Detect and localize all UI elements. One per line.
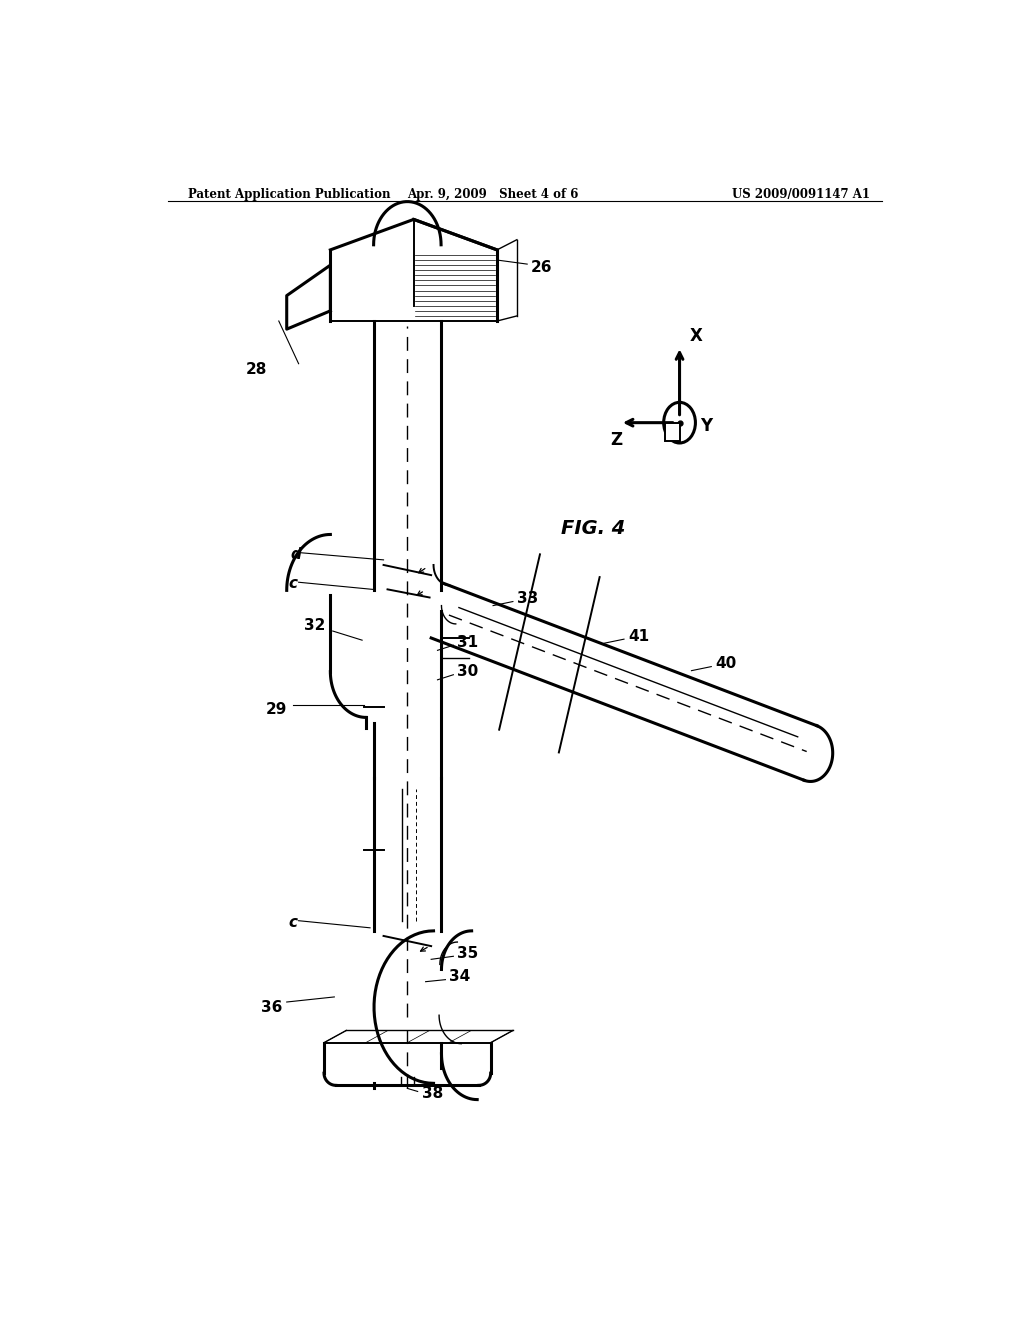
Text: Apr. 9, 2009   Sheet 4 of 6: Apr. 9, 2009 Sheet 4 of 6: [408, 187, 579, 201]
Text: 41: 41: [628, 628, 649, 644]
Text: 33: 33: [517, 591, 539, 606]
Text: 31: 31: [458, 635, 478, 649]
Text: c: c: [289, 576, 297, 591]
Text: FIG. 4: FIG. 4: [560, 520, 625, 539]
Text: 34: 34: [450, 969, 471, 985]
Text: Z: Z: [610, 432, 623, 449]
Text: 29: 29: [265, 702, 287, 717]
Text: 26: 26: [531, 260, 553, 275]
Text: X: X: [690, 327, 702, 346]
Text: 36: 36: [261, 999, 283, 1015]
Text: 38: 38: [422, 1086, 443, 1101]
Text: Patent Application Publication: Patent Application Publication: [187, 187, 390, 201]
Text: d: d: [291, 548, 301, 562]
Text: 40: 40: [715, 656, 736, 671]
Text: 28: 28: [246, 362, 267, 378]
Text: 30: 30: [458, 664, 478, 680]
Bar: [666, 422, 680, 441]
Text: Y: Y: [700, 417, 713, 434]
Text: 35: 35: [458, 945, 478, 961]
Text: 32: 32: [304, 619, 326, 634]
Text: c: c: [289, 915, 297, 931]
Text: US 2009/0091147 A1: US 2009/0091147 A1: [732, 187, 870, 201]
